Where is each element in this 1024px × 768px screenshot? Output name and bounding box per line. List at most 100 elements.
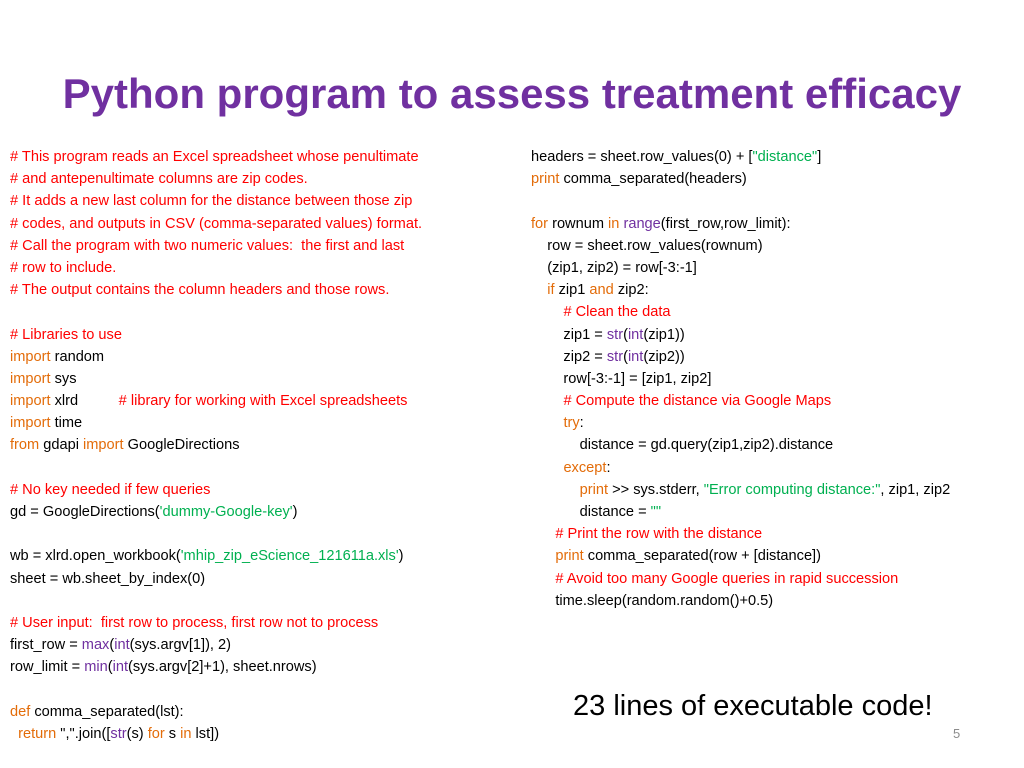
code-line: # The output contains the column headers…: [10, 279, 515, 301]
code-line: [10, 457, 515, 479]
code-line: [10, 523, 515, 545]
code-line: # No key needed if few queries: [10, 479, 515, 501]
slide-title: Python program to assess treatment effic…: [62, 70, 962, 117]
keyword-token: in: [180, 725, 192, 742]
code-token: (zip1, zip2) = row[-3:-1]: [531, 259, 697, 276]
code-token: (: [623, 326, 628, 343]
code-line: first_row = max(int(sys.argv[1]), 2): [10, 634, 515, 656]
code-token: (zip1)): [643, 326, 685, 343]
code-line: import random: [10, 346, 515, 368]
code-token: zip1 =: [531, 326, 607, 343]
code-token: gd = GoogleDirections(: [10, 504, 160, 520]
code-token: headers = sheet.row_values(0) + [: [531, 149, 753, 165]
code-line: # It adds a new last column for the dist…: [10, 190, 515, 212]
code-token: row = sheet.row_values(rownum): [531, 237, 763, 254]
keyword-token: return: [18, 725, 57, 742]
builtin-token: int: [114, 637, 130, 654]
code-line: # User input: first row to process, firs…: [10, 612, 515, 634]
code-token: (: [623, 348, 628, 365]
keyword-token: from: [10, 437, 40, 454]
builtin-token: range: [623, 215, 661, 232]
code-line: row[-3:-1] = [zip1, zip2]: [531, 368, 1024, 390]
code-token: [531, 460, 563, 476]
keyword-token: for: [531, 215, 549, 232]
code-token: [531, 393, 563, 409]
keyword-token: print: [579, 481, 609, 498]
code-line: # row to include.: [10, 257, 515, 279]
code-line: # Clean the data: [531, 301, 1024, 323]
keyword-token: if: [547, 282, 555, 299]
code-line: # and antepenultimate columns are zip co…: [10, 168, 515, 190]
code-token: [531, 482, 580, 498]
code-token: gdapi: [39, 437, 84, 454]
keyword-token: try: [563, 415, 580, 432]
code-token: [10, 726, 18, 742]
code-line: import xlrd # library for working with E…: [10, 390, 515, 412]
code-line: # Avoid too many Google queries in rapid…: [531, 568, 1024, 590]
code-token: comma_separated(lst):: [30, 703, 184, 720]
keyword-token: def: [10, 703, 31, 720]
code-token: (: [109, 637, 115, 654]
code-token: GoogleDirections: [123, 437, 240, 454]
code-line: wb = xlrd.open_workbook('mhip_zip_eScien…: [10, 545, 515, 567]
code-token: [531, 304, 563, 320]
code-token: ]: [817, 149, 822, 165]
code-token: xlrd: [50, 393, 119, 410]
comment-token: # library for working with Excel spreads…: [118, 393, 408, 410]
code-token: :: [606, 459, 611, 476]
code-token: first_row =: [10, 637, 82, 654]
comment-token: # No key needed if few queries: [10, 481, 211, 498]
comment-token: # Avoid too many Google queries in rapid…: [555, 570, 899, 587]
code-token: sheet = wb.sheet_by_index(0): [10, 570, 206, 587]
builtin-token: str: [606, 326, 624, 343]
code-line: # codes, and outputs in CSV (comma-separ…: [10, 213, 515, 235]
keyword-token: in: [608, 215, 620, 232]
comment-token: # Compute the distance via Google Maps: [563, 393, 832, 410]
builtin-token: max: [81, 637, 110, 654]
code-token: zip1: [554, 282, 590, 299]
code-token: :: [579, 415, 584, 432]
code-line: sheet = wb.sheet_by_index(0): [10, 568, 515, 590]
code-line: zip1 = str(int(zip1)): [531, 324, 1024, 346]
code-line: print >> sys.stderr, "Error computing di…: [531, 479, 1024, 501]
code-token: (zip2)): [643, 348, 685, 365]
code-line: print comma_separated(row + [distance]): [531, 545, 1024, 567]
code-token: [531, 571, 555, 587]
string-token: 'mhip_zip_eScience_121611a.xls': [180, 548, 399, 565]
code-line: row = sheet.row_values(rownum): [531, 235, 1024, 257]
page-number: 5: [953, 726, 961, 741]
code-token: random: [50, 348, 105, 365]
code-line: zip2 = str(int(zip2)): [531, 346, 1024, 368]
builtin-token: str: [110, 725, 127, 742]
keyword-token: for: [147, 725, 165, 742]
code-token: [531, 282, 547, 298]
code-line: from gdapi import GoogleDirections: [10, 434, 515, 456]
code-token: >> sys.stderr,: [608, 481, 704, 498]
code-block-left: # This program reads an Excel spreadshee…: [10, 146, 515, 745]
code-line: for rownum in range(first_row,row_limit)…: [531, 213, 1024, 235]
code-token: [531, 526, 555, 542]
code-line: def comma_separated(lst):: [10, 701, 515, 723]
code-line: gd = GoogleDirections('dummy-Google-key'…: [10, 501, 515, 523]
code-token: (sys.argv[1]), 2): [129, 637, 232, 654]
comment-token: # This program reads an Excel spreadshee…: [10, 149, 419, 165]
comment-token: # Libraries to use: [10, 326, 122, 343]
string-token: "": [650, 504, 662, 520]
code-token: distance = gd.query(zip1,zip2).distance: [531, 437, 834, 454]
code-token: (: [107, 659, 113, 676]
code-line: print comma_separated(headers): [531, 168, 1024, 190]
comment-token: # The output contains the column headers…: [10, 282, 390, 299]
code-token: [531, 415, 563, 431]
keyword-token: print: [555, 548, 584, 565]
keyword-token: import: [10, 348, 51, 365]
builtin-token: int: [112, 659, 129, 676]
string-token: "Error computing distance:": [703, 481, 881, 498]
string-token: 'dummy-Google-key': [159, 504, 293, 520]
code-token: distance =: [531, 504, 651, 520]
comment-token: # Print the row with the distance: [555, 526, 763, 543]
keyword-token: import: [83, 437, 124, 454]
code-token: comma_separated(row + [distance]): [583, 548, 821, 565]
keyword-token: and: [589, 282, 614, 299]
builtin-token: int: [627, 348, 644, 365]
